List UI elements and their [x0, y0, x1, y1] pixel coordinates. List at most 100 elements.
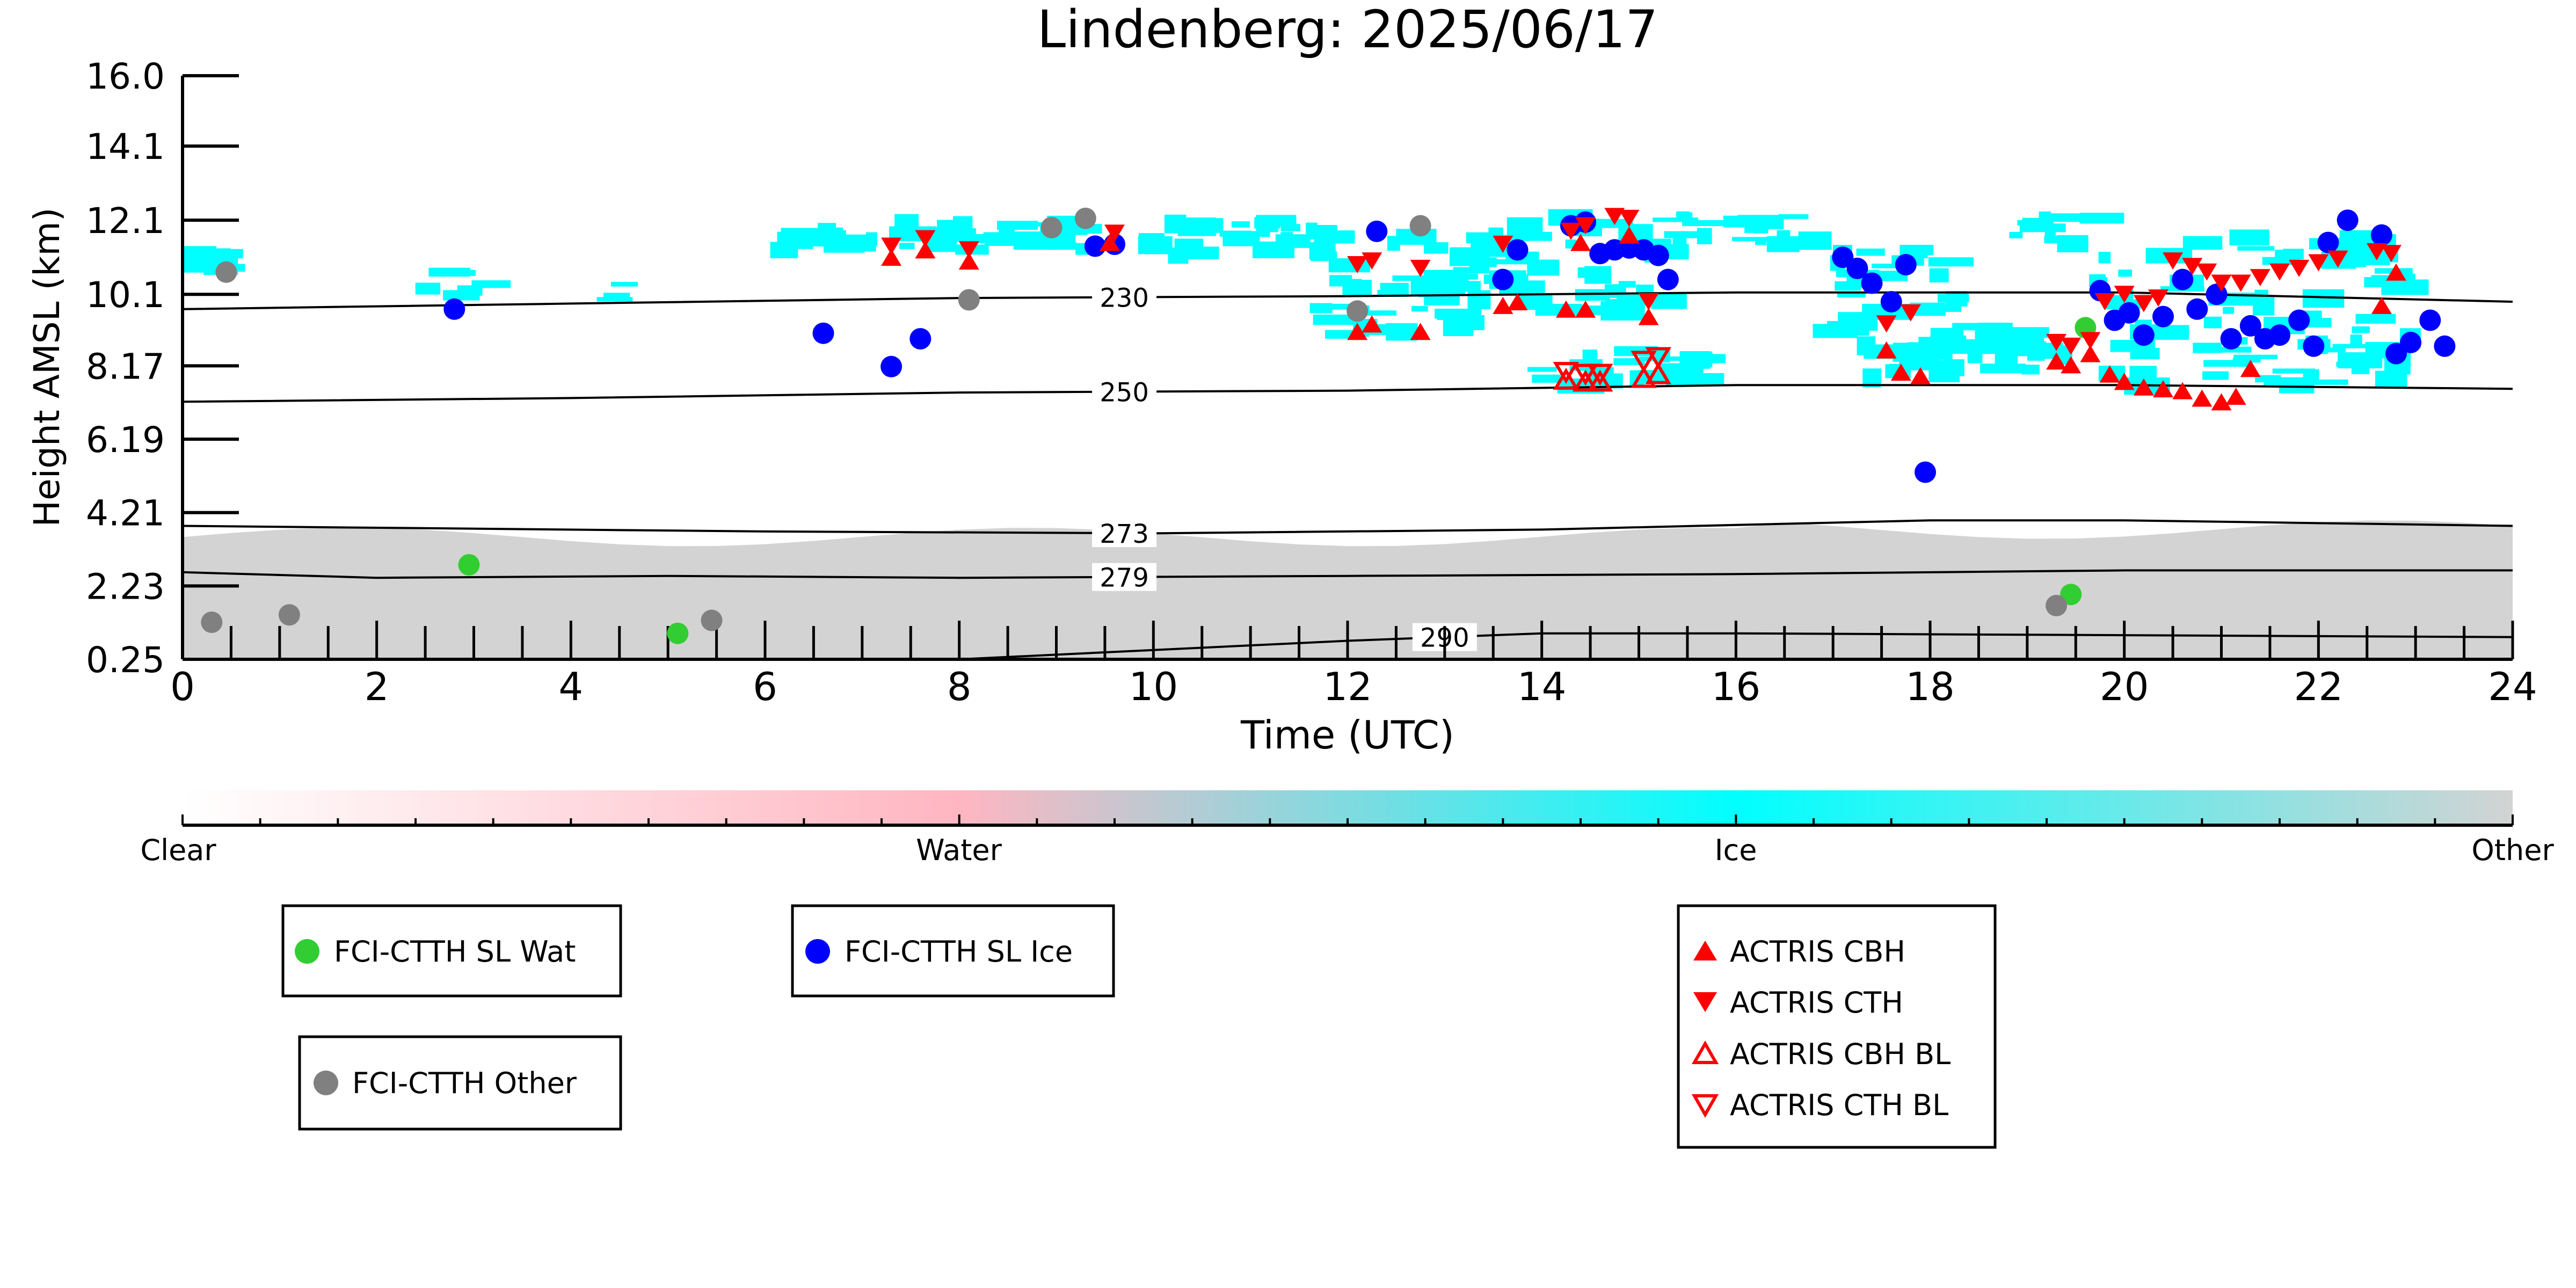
point-actris-cth	[2308, 254, 2329, 272]
ice-cloud-patch	[1392, 275, 1428, 281]
x-tick-label: 6	[753, 664, 777, 709]
ice-cloud-patch	[2275, 250, 2287, 259]
point-actris-cth-bl	[1587, 363, 1613, 386]
ice-cloud-patch	[439, 270, 476, 276]
point-actris-cbh	[2211, 393, 2232, 411]
point-fci-ctth-sl-ice	[2186, 298, 2208, 320]
ice-cloud-patch	[1777, 230, 1791, 246]
point-fci-ctth-sl-ice	[2288, 309, 2310, 331]
point-actris-cth	[1362, 252, 1382, 270]
ice-cloud-patch	[1600, 301, 1645, 321]
ice-cloud-patch	[2233, 354, 2278, 359]
y-tick-label: 8.17	[86, 346, 165, 387]
point-actris-cth	[1638, 293, 1659, 310]
colorbar-gradient	[183, 790, 2513, 824]
point-actris-cth	[2250, 269, 2271, 287]
point-fci-ctth-sl-ice	[909, 328, 932, 350]
point-actris-cth	[2196, 263, 2217, 281]
ice-cloud-patch	[1679, 351, 1711, 369]
point-actris-cbh	[2153, 380, 2173, 398]
ice-cloud-patch	[1933, 339, 1978, 353]
ice-cloud-patch	[1900, 245, 1934, 256]
point-actris-cth-bl	[1631, 351, 1657, 373]
ice-cloud-patch	[457, 285, 483, 296]
ice-cloud-patch	[2323, 347, 2346, 353]
legend-entry-water: FCI-CTTH SL Wat	[334, 935, 576, 969]
point-fci-ctth-sl-ice	[2303, 335, 2325, 357]
ice-cloud-patch	[2332, 344, 2367, 348]
point-fci-ctth-sl-ice	[2337, 209, 2359, 231]
ice-cloud-patch	[603, 293, 630, 301]
ice-cloud-patch	[1280, 224, 1300, 231]
contour-label-bg	[1092, 377, 1157, 406]
ice-cloud-patch	[1358, 310, 1396, 316]
ice-cloud-patch	[1731, 237, 1771, 242]
legend-box-actris: ACTRIS CBH ACTRIS CTH ACTRIS CBH BL ACTR…	[1677, 904, 1997, 1149]
point-actris-cth	[1410, 259, 1431, 277]
point-fci-ctth-sl-ice	[1492, 268, 1514, 290]
legend-marker-cth-bl	[1691, 1094, 1719, 1118]
point-actris-cbh	[2225, 387, 2246, 405]
point-actris-cth	[2080, 332, 2101, 350]
point-actris-cbh	[2240, 360, 2261, 377]
point-actris-cth	[2230, 274, 2251, 292]
point-actris-cbh	[1493, 296, 1513, 314]
point-fci-ctth-other	[278, 604, 300, 626]
x-tick-label: 14	[1517, 664, 1567, 709]
point-fci-ctth-sl-ice	[443, 298, 465, 320]
point-actris-cbh	[1555, 300, 1576, 318]
ice-cloud-patch	[1967, 353, 1983, 363]
ice-cloud-patch	[1697, 228, 1712, 244]
point-actris-cbh	[1410, 323, 1431, 340]
ice-cloud-patch	[1168, 248, 1189, 264]
legend-entry-cth-bl: ACTRIS CTH BL	[1730, 1088, 1948, 1122]
point-fci-ctth-sl-ice	[1507, 239, 1529, 261]
data-markers	[201, 207, 2456, 644]
ice-cloud-patch	[1945, 291, 1968, 307]
point-actris-cbh-bl	[1631, 366, 1657, 388]
x-tick-label: 4	[558, 664, 583, 709]
x-tick-label: 8	[947, 664, 972, 709]
point-actris-cbh	[2080, 345, 2101, 362]
ice-cloud-patch	[1975, 328, 2007, 341]
point-fci-ctth-sl-ice	[2220, 328, 2242, 350]
legend: FCI-CTTH SL Wat FCI-CTTH SL Ice FCI-CTTH…	[281, 904, 1997, 1149]
ice-cloud-patch	[2283, 252, 2301, 259]
contour-label-273: 273	[1100, 519, 1149, 549]
ice-cloud-patch	[1582, 350, 1598, 362]
ice-cloud-patch	[1983, 338, 2020, 346]
x-axis-label: Time (UTC)	[1240, 712, 1454, 758]
point-actris-cbh	[2046, 352, 2067, 370]
ice-cloud-patch	[2044, 236, 2064, 244]
x-tick-label: 18	[1905, 664, 1955, 709]
colorbar-label-other: Other	[2471, 833, 2554, 867]
point-fci-ctth-sl-ice	[1647, 244, 1669, 266]
y-tick-label: 16.0	[86, 56, 165, 97]
point-actris-cbh	[1347, 323, 1368, 340]
point-fci-ctth-sl-ice	[1832, 246, 1854, 268]
ice-cloud-patch	[894, 214, 919, 234]
colorbar-label-ice: Ice	[1715, 833, 1757, 867]
ice-cloud-patch	[2352, 326, 2370, 333]
ice-cloud-patch	[2306, 379, 2348, 385]
x-tick-label: 20	[2100, 664, 2149, 709]
ice-cloud-patch	[2004, 327, 2049, 338]
point-actris-cth-bl	[1645, 347, 1671, 369]
point-fci-ctth-sl-ice	[1880, 291, 1902, 312]
point-fci-ctth-sl-ice	[1895, 254, 1917, 275]
point-fci-ctth-sl-wat	[2060, 584, 2082, 606]
point-actris-cth	[2211, 274, 2232, 292]
point-fci-ctth-sl-ice	[1861, 272, 1883, 294]
point-fci-ctth-sl-ice	[2370, 224, 2392, 246]
ice-cloud-patch	[1872, 264, 1909, 268]
ice-cloud-patch	[2215, 346, 2252, 353]
ice-cloud-patch	[2182, 236, 2223, 250]
ice-cloud-patch	[2381, 279, 2429, 295]
ice-cloud-patch	[1329, 275, 1352, 287]
point-actris-cbh	[1910, 367, 1931, 385]
ice-cloud-patch	[2022, 217, 2050, 230]
point-fci-ctth-sl-ice	[1846, 257, 1868, 279]
ice-cloud-patch	[2203, 360, 2252, 367]
point-actris-cth	[915, 230, 936, 248]
